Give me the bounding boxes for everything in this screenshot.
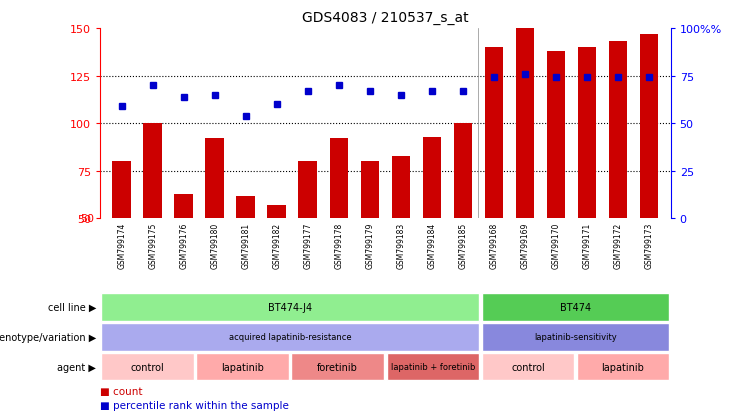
Text: ■ count: ■ count [100,387,142,396]
Text: lapatinib-sensitivity: lapatinib-sensitivity [534,332,617,342]
Text: GSM799176: GSM799176 [179,223,188,269]
Bar [268,206,286,219]
Text: lapatinib + foretinib: lapatinib + foretinib [391,362,475,371]
Text: GSM799173: GSM799173 [645,223,654,269]
Bar [576,353,669,380]
Bar [547,52,565,219]
Text: GSM799183: GSM799183 [396,223,405,268]
Bar [453,124,472,219]
Title: GDS4083 / 210537_s_at: GDS4083 / 210537_s_at [302,11,468,25]
Text: lapatinib: lapatinib [222,362,264,372]
Text: GSM799179: GSM799179 [365,223,374,269]
Bar [482,294,669,321]
Text: GSM799169: GSM799169 [520,223,529,269]
Bar [102,323,479,351]
Bar [291,353,384,380]
Text: 50: 50 [80,214,94,224]
Text: GSM799181: GSM799181 [242,223,250,268]
Text: lapatinib: lapatinib [602,362,645,372]
Text: ■ percentile rank within the sample: ■ percentile rank within the sample [100,400,289,410]
Text: GSM799170: GSM799170 [551,223,560,269]
Bar [639,35,658,219]
Bar [205,139,224,219]
Text: GSM799174: GSM799174 [117,223,126,269]
Text: GSM799168: GSM799168 [489,223,499,268]
Bar [299,162,317,219]
Text: control: control [511,362,545,372]
Text: BT474-J4: BT474-J4 [268,302,312,312]
Bar [391,156,410,219]
Text: GSM799180: GSM799180 [210,223,219,268]
Bar [482,323,669,351]
Bar [485,48,503,219]
Text: GSM799177: GSM799177 [303,223,312,269]
Text: control: control [130,362,165,372]
Bar [608,42,627,219]
Bar [330,139,348,219]
Bar [174,194,193,219]
Bar [482,353,574,380]
Bar [196,353,289,380]
Text: cell line ▶: cell line ▶ [48,302,96,312]
Text: GSM799182: GSM799182 [272,223,282,268]
Bar [516,29,534,219]
Text: GSM799185: GSM799185 [459,223,468,268]
Bar [102,353,194,380]
Text: acquired lapatinib-resistance: acquired lapatinib-resistance [229,332,351,342]
Bar [144,124,162,219]
Text: GSM799175: GSM799175 [148,223,157,269]
Text: GSM799171: GSM799171 [582,223,591,268]
Text: agent ▶: agent ▶ [58,362,96,372]
Bar [422,137,441,219]
Text: BT474: BT474 [560,302,591,312]
Bar [361,162,379,219]
Text: foretinib: foretinib [317,362,358,372]
Text: GSM799178: GSM799178 [334,223,343,268]
Bar [102,294,479,321]
Bar [236,196,255,219]
Bar [113,162,131,219]
Text: genotype/variation ▶: genotype/variation ▶ [0,332,96,342]
Text: GSM799184: GSM799184 [428,223,436,268]
Bar [577,48,597,219]
Text: GSM799172: GSM799172 [614,223,622,268]
Bar [387,353,479,380]
